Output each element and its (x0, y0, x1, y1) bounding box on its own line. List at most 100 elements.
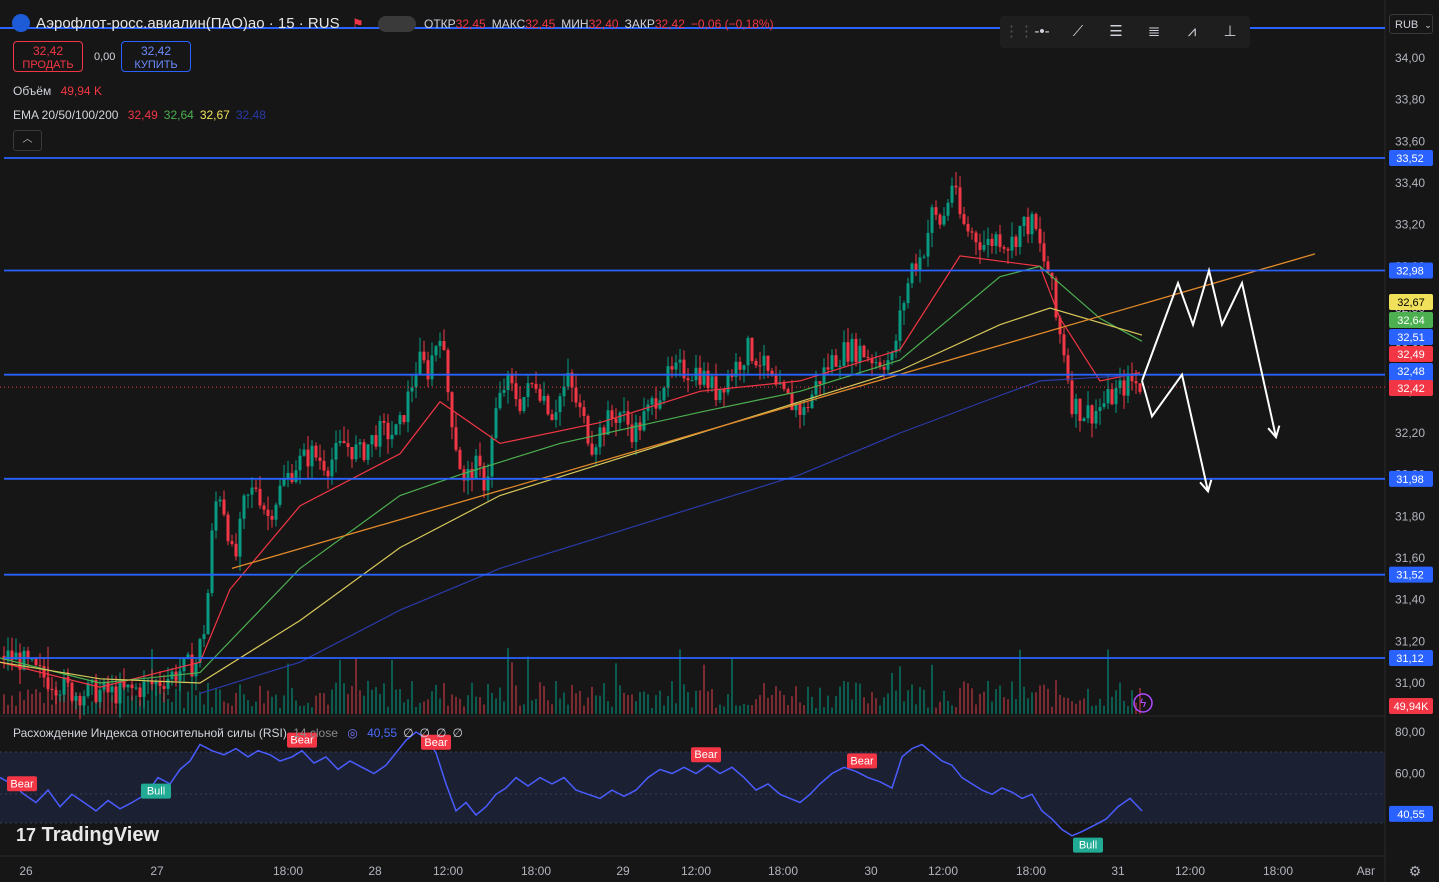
candle-body (430, 355, 434, 380)
pattern-icon[interactable]: ⩘ (1187, 23, 1197, 40)
volume-bar (947, 700, 949, 714)
symbol-title[interactable]: Аэрофлот-росс.авиалин(ПАО)ао · 15 · RUS (36, 15, 340, 32)
candle-body (578, 402, 582, 408)
candle-body (718, 388, 722, 401)
ohlc-value: 32,45 (525, 17, 556, 31)
volume-bar (427, 699, 429, 714)
candle-body (262, 505, 266, 510)
candle-body (662, 387, 666, 401)
volume-bar (927, 707, 929, 714)
price-tick-label: 31,40 (1395, 593, 1425, 607)
volume-bar (591, 686, 593, 714)
volume-bar (331, 689, 333, 714)
time-tick-label: 12:00 (1175, 864, 1205, 878)
candle-body (950, 185, 954, 203)
volume-bar (1103, 705, 1105, 714)
ohlc-key: ОТКР (424, 17, 456, 31)
volume-bar (1063, 697, 1065, 714)
rsi-settings-icon[interactable]: ◎ (347, 726, 358, 740)
volume-bar (51, 704, 53, 714)
collapse-legend-button[interactable]: ︿ (13, 130, 42, 151)
volume-bar (979, 693, 981, 714)
sell-price: 32,42 (32, 44, 64, 58)
candle-body (494, 408, 498, 439)
fib-extension-icon[interactable]: ≣ (1147, 23, 1161, 40)
price-tag (1389, 363, 1433, 379)
forecast-path[interactable] (1141, 372, 1209, 492)
currency-selector[interactable]: RUB ⌄ (1389, 14, 1433, 34)
tradingview-logo[interactable]: 17 TradingView (16, 824, 159, 847)
candle-body (714, 376, 718, 401)
volume-bar (603, 683, 605, 714)
divergence-label: Bull (1079, 840, 1097, 852)
candle-body (810, 394, 814, 409)
volume-bar (31, 694, 33, 714)
volume-bar (903, 701, 905, 714)
volume-bar (347, 694, 349, 714)
candle-body (938, 214, 942, 225)
volume-bar (847, 681, 849, 714)
volume-legend[interactable]: Объём 49,94 K (13, 84, 102, 98)
ema-value: 32,48 (235, 108, 266, 122)
volume-bar (219, 689, 221, 714)
volume-bar (1071, 701, 1073, 714)
candle-body (502, 390, 506, 393)
volume-bar (291, 687, 293, 714)
level-price-label: 31,52 (1396, 570, 1424, 582)
candle-body (486, 476, 490, 491)
candle-body (162, 686, 166, 689)
volume-bar (851, 699, 853, 714)
candle-body (946, 202, 950, 216)
forecast-path[interactable] (1141, 266, 1277, 438)
horizontal-ray-icon[interactable]: -•- (1034, 23, 1050, 40)
trend-line-icon[interactable]: ⟋ (1072, 23, 1084, 40)
sell-button[interactable]: 32,42 ПРОДАТЬ (13, 41, 83, 72)
volume-bar (839, 686, 841, 714)
volume-bar (1087, 688, 1089, 714)
buy-price: 32,42 (140, 44, 172, 58)
rsi-legend[interactable]: Расхождение Индекса относительной силы (… (13, 726, 463, 740)
flag-icon[interactable]: ⚑ (352, 16, 364, 31)
volume-bar (511, 662, 513, 714)
ema-legend[interactable]: EMA 20/50/100/200 32,49 32,64 32,67 32,48 (13, 108, 266, 122)
volume-bar (719, 704, 721, 714)
candle-body (406, 391, 410, 423)
volume-bar (271, 696, 273, 714)
candle-body (114, 686, 118, 704)
drag-handle-icon[interactable]: ⋮⋮ (1004, 23, 1034, 40)
volume-bar (523, 704, 525, 714)
volume-bar (319, 692, 321, 714)
volume-bar (835, 695, 837, 714)
volume-bar (675, 703, 677, 714)
volume-bar (547, 700, 549, 714)
volume-bar (407, 699, 409, 714)
volume-bar (771, 694, 773, 714)
candle-body (1010, 236, 1014, 251)
candle-body (150, 680, 154, 685)
candle-body (202, 634, 206, 640)
visibility-toggle-icon[interactable] (378, 16, 416, 32)
candle-body (470, 469, 474, 479)
candle-body (1086, 405, 1090, 419)
alert-lightning-icon[interactable] (1133, 693, 1153, 713)
candle-body (866, 357, 870, 359)
volume-bar (71, 695, 73, 714)
volume-bar (823, 707, 825, 714)
volume-bar (1127, 706, 1129, 714)
candle-body (910, 263, 914, 284)
candle-body (122, 681, 126, 688)
fib-retracement-icon[interactable]: ☰ (1109, 23, 1123, 40)
drawing-toolbar: ⋮⋮ -•- ⟋ ☰ ≣ ⩘ ⊥ (1000, 16, 1250, 48)
volume-bar (791, 696, 793, 714)
volume-bar (335, 682, 337, 714)
volume-bar (855, 682, 857, 714)
measure-icon[interactable]: ⊥ (1223, 23, 1237, 40)
volume-bar (379, 693, 381, 714)
level-price-tag (1389, 470, 1433, 487)
volume-bar (991, 701, 993, 714)
candle-body (530, 383, 534, 385)
volume-bar (59, 696, 61, 714)
buy-button[interactable]: 32,42 КУПИТЬ (121, 41, 191, 72)
trend-line[interactable] (231, 253, 1316, 570)
